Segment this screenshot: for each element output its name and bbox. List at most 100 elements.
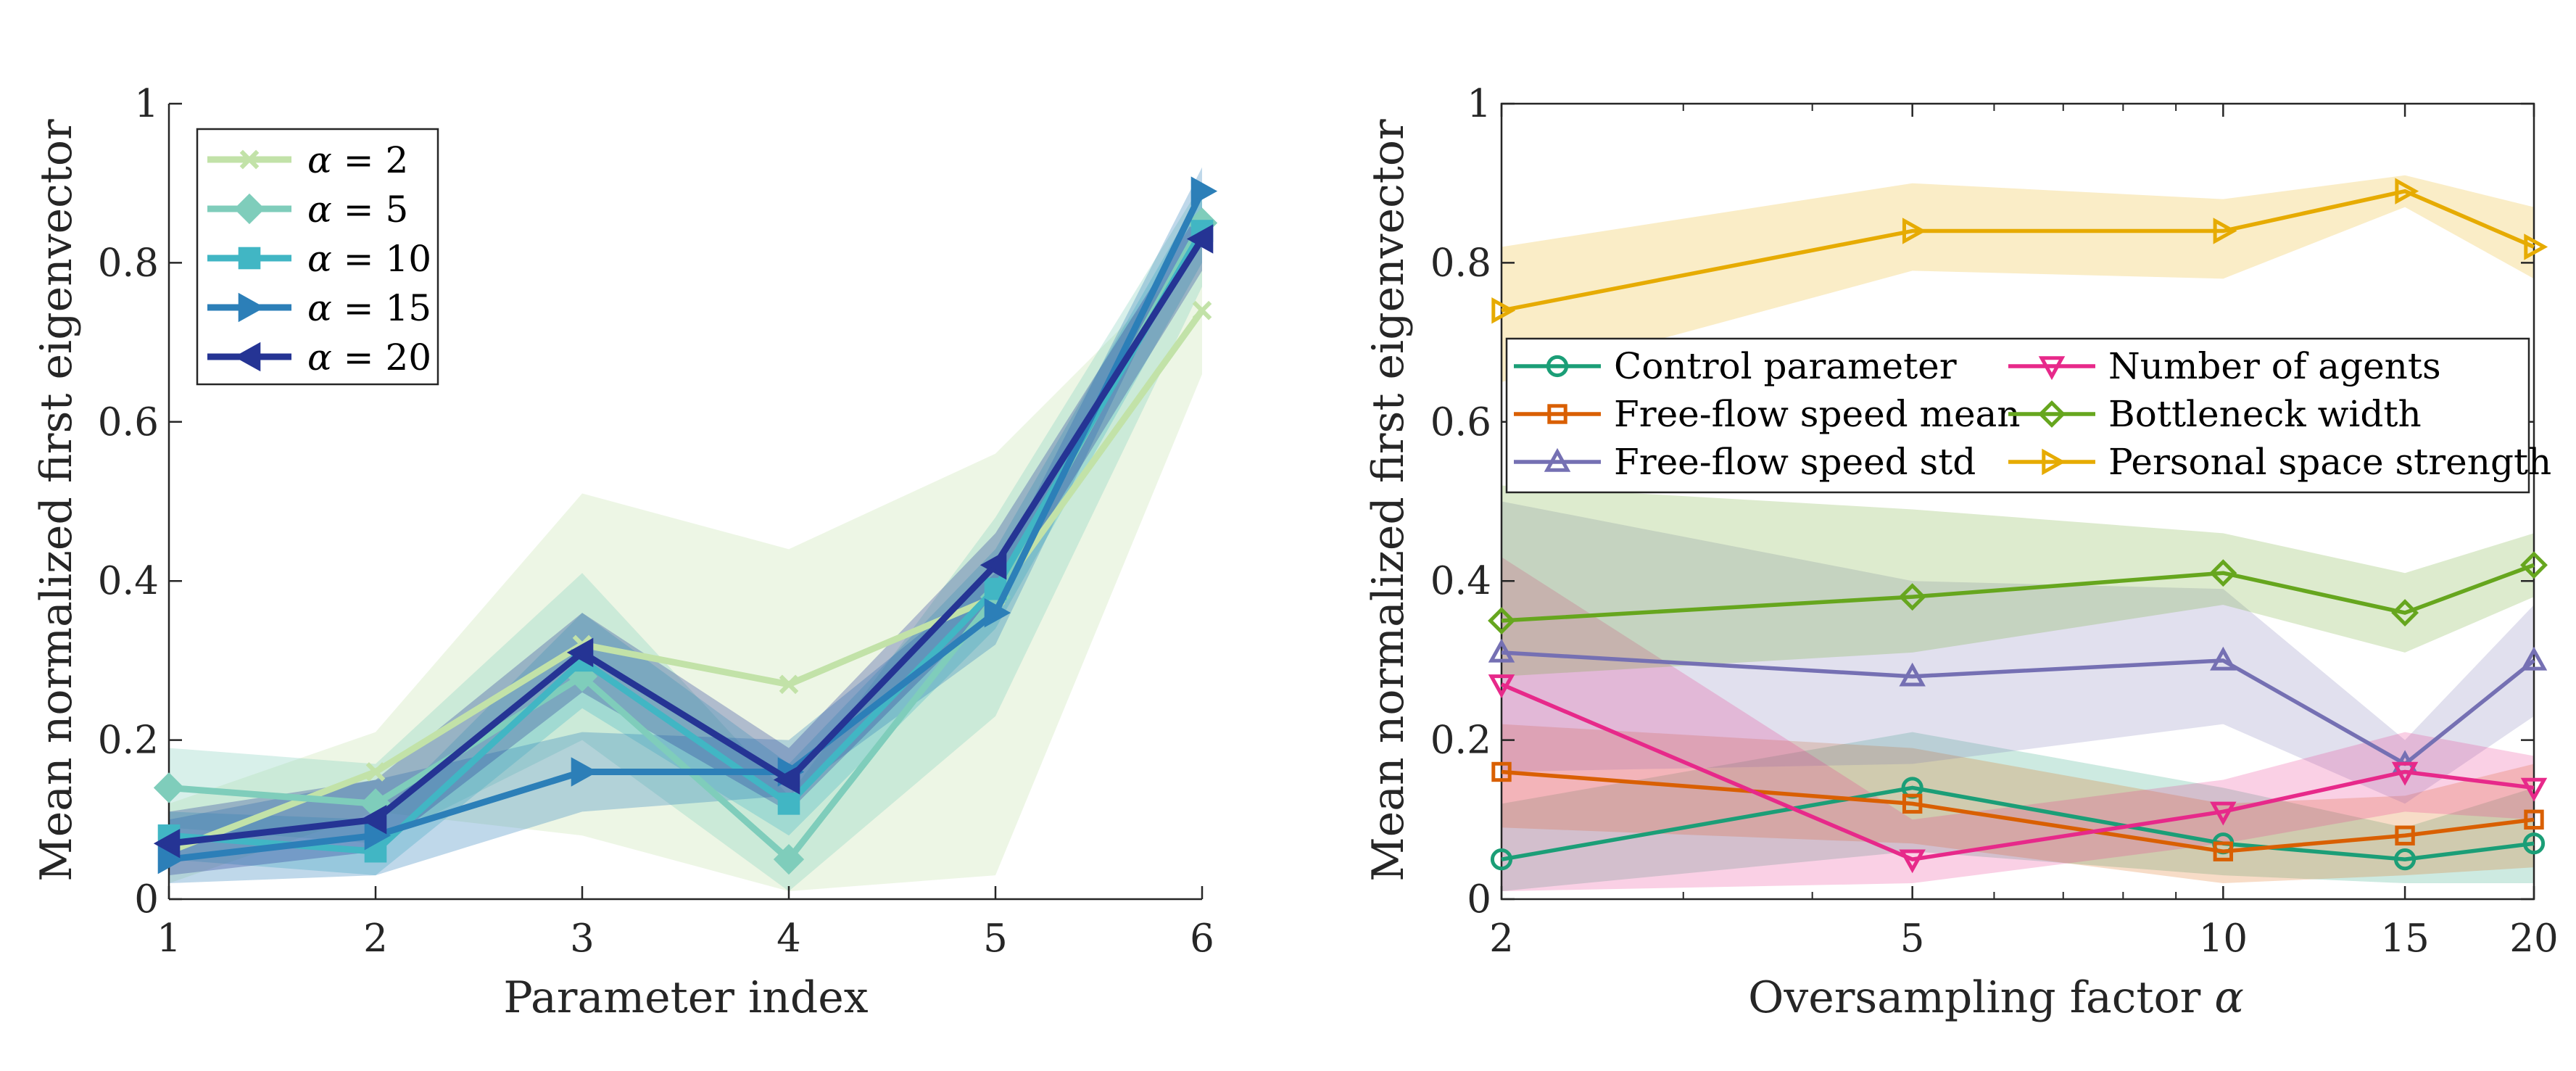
- legend-value: = 10: [332, 238, 431, 280]
- data-point: [360, 805, 387, 835]
- legend-value: = 20: [332, 336, 431, 379]
- legend-marker: [239, 149, 260, 170]
- series-line-5: [1501, 189, 2535, 313]
- x-axis-label: Parameter index: [503, 972, 868, 1023]
- x-tick-label: 4: [776, 917, 801, 961]
- x-tick-label: 6: [1190, 917, 1214, 961]
- legend-marker: [1546, 355, 1569, 378]
- legend-symbol: α: [307, 287, 332, 329]
- series-line-2: [168, 229, 1205, 855]
- x-tick-label: 2: [1489, 917, 1514, 961]
- x-tick-label: 3: [570, 917, 595, 961]
- data-point: [2520, 551, 2548, 579]
- data-point: [1899, 849, 1926, 874]
- y-tick-label: 0.8: [98, 241, 159, 285]
- legend-label: α = 15: [307, 287, 431, 329]
- x-tick-label: 20: [2509, 917, 2558, 961]
- y-tick-label: 0: [134, 877, 159, 922]
- legend-marker: [2038, 356, 2066, 381]
- data-point: [1192, 300, 1212, 321]
- data-point: [1186, 224, 1214, 254]
- data-point: [1491, 297, 1516, 324]
- axes-frame: [167, 102, 1204, 901]
- legend-symbol: α: [307, 139, 332, 181]
- series-line-4: [168, 237, 1205, 847]
- data-point: [2395, 178, 2419, 204]
- data-point: [365, 762, 386, 782]
- series-line-3: [168, 189, 1206, 863]
- band-3: [1502, 557, 2534, 892]
- data-point: [1902, 218, 1926, 244]
- legend-label: Personal space strength: [2108, 441, 2551, 483]
- series-lines: [1488, 178, 2548, 874]
- tick-labels: 0 0.2 0.4 0.6 0.8 1 1 2 3 4 5 6: [98, 82, 1214, 961]
- series-line-2: [1501, 650, 2535, 766]
- band-2: [1502, 501, 2534, 804]
- legend: α = 2α = 5α = 10α = 15α = 20: [196, 128, 439, 386]
- data-point: [157, 844, 185, 874]
- legend-marker: [1547, 404, 1567, 424]
- x-axis-label-symbol: α: [2214, 972, 2244, 1023]
- legend-label: Free-flow speed std: [1614, 441, 1976, 483]
- axes-box: [1500, 102, 2535, 901]
- data-point: [2524, 809, 2544, 830]
- x-tick-label: 5: [1900, 917, 1925, 961]
- y-tick-label: 1: [1467, 82, 1491, 126]
- data-point: [777, 793, 800, 815]
- band-1: [1502, 724, 2534, 884]
- band-1: [169, 183, 1202, 892]
- y-tick-label: 0.6: [98, 400, 159, 444]
- data-point: [2209, 559, 2237, 587]
- legend-label: α = 2: [307, 139, 408, 181]
- legend-value: = 2: [332, 139, 409, 181]
- series-line-3: [1500, 682, 2535, 861]
- y-tick-label: 0: [1467, 877, 1491, 922]
- x-tick-label: 5: [983, 917, 1008, 961]
- data-point: [2391, 761, 2419, 786]
- legend-value: = 5: [332, 189, 409, 231]
- data-point: [779, 674, 799, 695]
- tick-labels: 0 0.2 0.4 0.6 0.8 1 2 5 10 15 20: [1430, 82, 2559, 961]
- x-tick-label: 2: [363, 917, 388, 961]
- y-tick-label: 0.4: [1430, 559, 1491, 603]
- y-tick-label: 0.4: [98, 559, 159, 603]
- confidence-bands: [1502, 175, 2534, 892]
- data-point: [2210, 801, 2237, 826]
- data-point: [566, 637, 594, 668]
- data-point: [364, 820, 392, 851]
- y-tick-label: 0.2: [1430, 719, 1491, 763]
- band-4: [1502, 485, 2534, 677]
- data-point: [2520, 646, 2548, 671]
- x-axis-label: Oversampling factor α: [1748, 972, 2244, 1023]
- x-tick-label: 10: [2199, 917, 2248, 961]
- legend-marker: [1544, 447, 1571, 472]
- data-point: [2520, 777, 2548, 802]
- y-tick-label: 0.6: [1430, 400, 1491, 444]
- chart-left: 0 0.2 0.4 0.6 0.8 1 1 2 3 4 5 6 Parameter index Mea…: [31, 82, 1218, 1023]
- band-0: [169, 247, 1202, 892]
- legend-label: α = 10: [307, 238, 431, 280]
- x-axis-label-text: Oversampling factor: [1748, 972, 2200, 1023]
- y-tick-label: 0.8: [1430, 241, 1491, 285]
- legend-marker: [233, 342, 261, 372]
- legend-symbol: α: [307, 238, 332, 280]
- series-line-4: [1501, 563, 2535, 623]
- data-point: [2213, 218, 2237, 244]
- x-tick-label: 1: [157, 917, 181, 961]
- data-point: [1899, 662, 1926, 687]
- legend-value: = 15: [332, 287, 431, 329]
- chart-right: 0 0.2 0.4 0.6 0.8 1 2 5 10 15 20 Oversampling fact…: [1363, 82, 2559, 1023]
- data-point: [2522, 832, 2546, 855]
- legend-symbol: α: [307, 189, 332, 231]
- data-point: [1488, 638, 1515, 663]
- data-point: [153, 828, 181, 859]
- axes-frame: [1500, 102, 2535, 901]
- y-tick-label: 0.2: [98, 719, 159, 763]
- legend-label: α = 20: [307, 336, 431, 379]
- legend-marker: [238, 247, 261, 270]
- data-point: [773, 765, 800, 795]
- legend-label: Bottleneck width: [2108, 393, 2422, 435]
- x-tick-label: 15: [2380, 917, 2429, 961]
- band-0: [1502, 732, 2534, 892]
